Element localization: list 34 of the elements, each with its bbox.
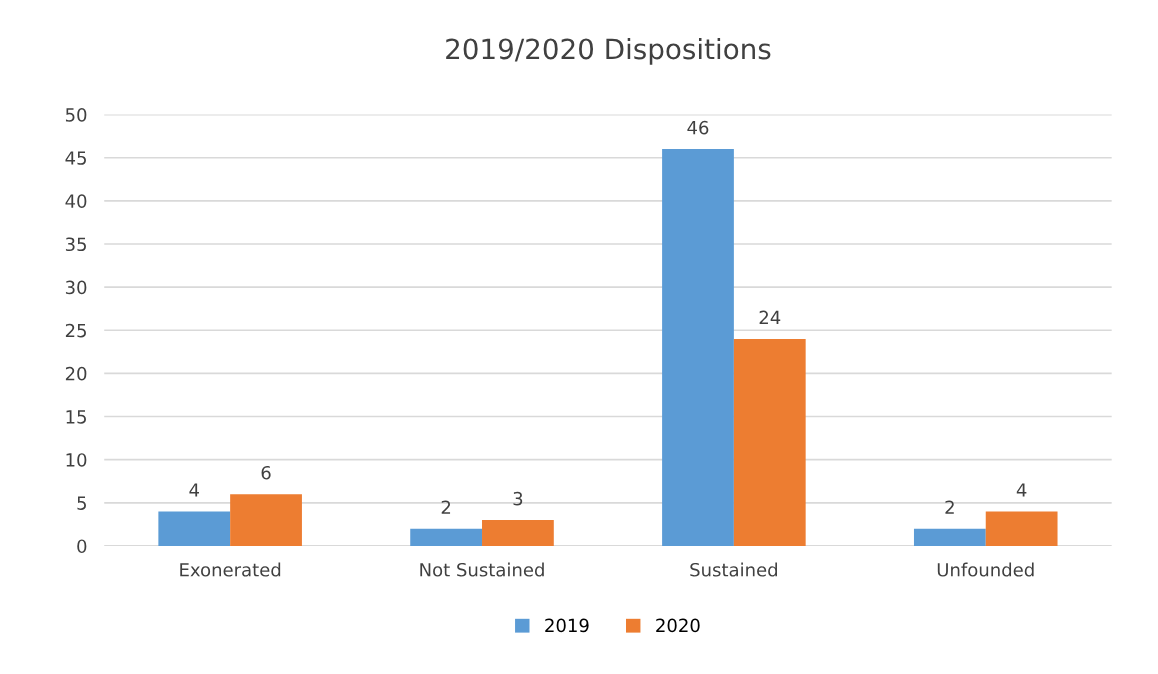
y-tick-label: 50 — [65, 108, 87, 122]
x-tick-label: Sustained — [690, 562, 777, 577]
bar — [662, 149, 734, 546]
y-tick-label: 30 — [65, 280, 87, 295]
data-label: 4 — [1016, 483, 1027, 497]
x-tick-label: Unfounded — [937, 562, 1034, 577]
bar — [230, 494, 302, 546]
data-label: 3 — [513, 491, 523, 506]
y-tick-label: 35 — [65, 237, 86, 252]
y-tick-label: 5 — [77, 496, 86, 510]
bar — [985, 511, 1058, 546]
y-tick-label: 10 — [66, 453, 87, 467]
data-label: 46 — [687, 120, 709, 135]
y-tick-label: 15 — [66, 410, 86, 424]
bar — [482, 520, 554, 546]
bar — [733, 338, 806, 546]
chart-title: 2019/2020 Dispositions — [446, 37, 771, 65]
y-tick-label: 40 — [65, 194, 87, 208]
bar — [158, 511, 231, 546]
data-label: 2 — [441, 500, 451, 514]
y-tick-label: 25 — [65, 323, 86, 338]
x-tick-label: Not Sustained — [420, 562, 544, 577]
x-tick-label: Exonerated — [180, 562, 281, 577]
legend-label: 2020 — [656, 618, 700, 633]
bar — [913, 528, 986, 546]
y-tick-label: 20 — [65, 366, 87, 381]
bar — [410, 528, 483, 546]
data-label: 4 — [189, 483, 199, 497]
data-label: 2 — [945, 500, 954, 514]
data-label: 24 — [759, 310, 781, 325]
y-tick-label: 45 — [65, 151, 86, 165]
y-tick-label: 0 — [77, 539, 87, 554]
legend-label: 2019 — [545, 618, 589, 633]
data-label: 6 — [261, 465, 271, 480]
